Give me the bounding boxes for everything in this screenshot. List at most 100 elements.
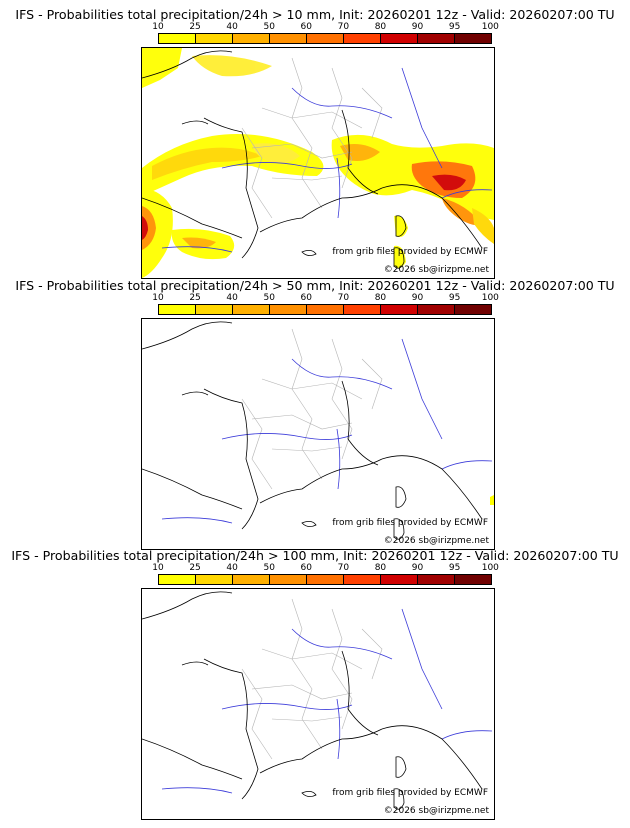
probability-color-scale: [158, 304, 492, 315]
scale-swatch: [196, 34, 233, 43]
brittany: [181, 120, 209, 125]
rivers: [161, 608, 493, 794]
credit-site: ©2026 sb@irizpme.net: [383, 536, 489, 546]
scale-swatch: [418, 305, 455, 314]
scale-labels: 10 25 40 50 60 70 80 90 95 100: [152, 563, 499, 573]
alps-border: [341, 109, 379, 195]
panel-title: IFS - Probabilities total precipitation/…: [15, 7, 615, 22]
scale-label: 40: [226, 563, 238, 573]
scale-label: 95: [448, 563, 461, 573]
map-canvas: [142, 591, 493, 810]
credit-source: from grib files provided by ECMWF: [332, 518, 488, 528]
shade-liguria: [442, 198, 482, 226]
shade-east-edge: [490, 495, 494, 505]
scale-swatch: [381, 575, 418, 584]
uk-coast: [142, 50, 233, 79]
france-south-coast: [259, 187, 383, 233]
scale-swatch: [418, 575, 455, 584]
panel-100mm: IFS - Probabilities total precipitation/…: [0, 541, 630, 820]
spain-north-coast: [142, 197, 243, 239]
mallorca: [301, 250, 317, 256]
coastlines-and-borders: [142, 50, 483, 269]
scale-label: 90: [411, 563, 424, 573]
scale-label: 70: [337, 563, 350, 573]
shade-iberia-red: [142, 216, 148, 240]
scale-label: 60: [300, 22, 313, 32]
scale-label: 60: [300, 563, 313, 573]
scale-swatch: [233, 34, 270, 43]
scale-swatch: [381, 305, 418, 314]
scale-label: 50: [263, 293, 275, 303]
shade-east-coast: [472, 208, 494, 244]
shade-italy-red: [432, 174, 466, 191]
scale-label: 25: [189, 563, 201, 573]
scale-label: 95: [448, 293, 461, 303]
probability-map: from grib files provided by ECMWF ©2026 …: [141, 47, 495, 279]
scale-label: 50: [263, 563, 275, 573]
scale-swatch: [159, 34, 196, 43]
panel-50mm: IFS - Probabilities total precipitation/…: [0, 271, 630, 550]
credit-site: ©2026 sb@irizpme.net: [383, 265, 489, 275]
scale-label: 95: [448, 22, 461, 32]
scale-label: 80: [374, 293, 387, 303]
credit-site: ©2026 sb@irizpme.net: [383, 806, 489, 816]
shade-central-france: [252, 143, 300, 164]
scale-swatch: [196, 305, 233, 314]
scale-label: 25: [189, 22, 201, 32]
scale-label: 80: [374, 563, 387, 573]
credit-source: from grib files provided by ECMWF: [332, 788, 488, 798]
scale-label: 80: [374, 22, 387, 32]
coastlines-and-borders: [142, 591, 483, 810]
sardinia-outline: [393, 247, 405, 269]
scale-label: 40: [226, 293, 238, 303]
scale-label: 90: [411, 293, 424, 303]
scale-swatch: [270, 305, 307, 314]
coastlines-and-borders: [142, 321, 483, 540]
scale-swatch: [159, 575, 196, 584]
scale-label: 10: [152, 22, 164, 32]
scale-labels: 10 25 40 50 60 70 80 90 95 100: [152, 22, 499, 32]
shade-sardinia: [394, 245, 406, 269]
scale-label: 10: [152, 293, 164, 303]
rivers: [161, 67, 493, 253]
shade-pyrenees-core: [182, 237, 216, 249]
scale-swatch: [159, 305, 196, 314]
scale-swatch: [344, 575, 381, 584]
shade-iberia-core: [142, 206, 156, 250]
precipitation-shading: [142, 48, 494, 278]
probability-color-scale: [158, 33, 492, 44]
scale-swatch: [344, 305, 381, 314]
region-boundaries: [241, 598, 383, 760]
panel-title: IFS - Probabilities total precipitation/…: [15, 278, 615, 293]
scale-swatch: [418, 34, 455, 43]
scale-swatch: [233, 575, 270, 584]
scale-swatch: [307, 34, 344, 43]
probability-color-scale: [158, 574, 492, 585]
scale-labels: 10 25 40 50 60 70 80 90 95 100: [152, 293, 499, 303]
map-canvas: [142, 48, 494, 278]
shade-atlantic-north: [142, 48, 182, 88]
france-west-coast: [203, 117, 259, 259]
panel-title: IFS - Probabilities total precipitation/…: [11, 548, 619, 563]
scale-swatch: [455, 305, 491, 314]
italy-coast: [381, 184, 483, 249]
scale-swatch: [270, 575, 307, 584]
scale-swatch: [455, 34, 491, 43]
scale-label: 50: [263, 22, 275, 32]
scale-label: 70: [337, 293, 350, 303]
shade-alps-mid: [340, 144, 380, 161]
region-boundaries: [241, 328, 383, 490]
scale-label: 100: [481, 293, 499, 303]
shade-iberia: [142, 188, 173, 278]
shade-channel: [192, 55, 272, 77]
scale-swatch: [307, 575, 344, 584]
precipitation-shading: [490, 495, 494, 505]
scale-label: 90: [411, 22, 424, 32]
scale-label: 70: [337, 22, 350, 32]
rivers: [161, 338, 493, 524]
scale-label: 100: [481, 22, 499, 32]
scale-swatch: [344, 34, 381, 43]
scale-label: 10: [152, 563, 164, 573]
scale-swatch: [233, 305, 270, 314]
panel-10mm: IFS - Probabilities total precipitation/…: [0, 0, 630, 279]
